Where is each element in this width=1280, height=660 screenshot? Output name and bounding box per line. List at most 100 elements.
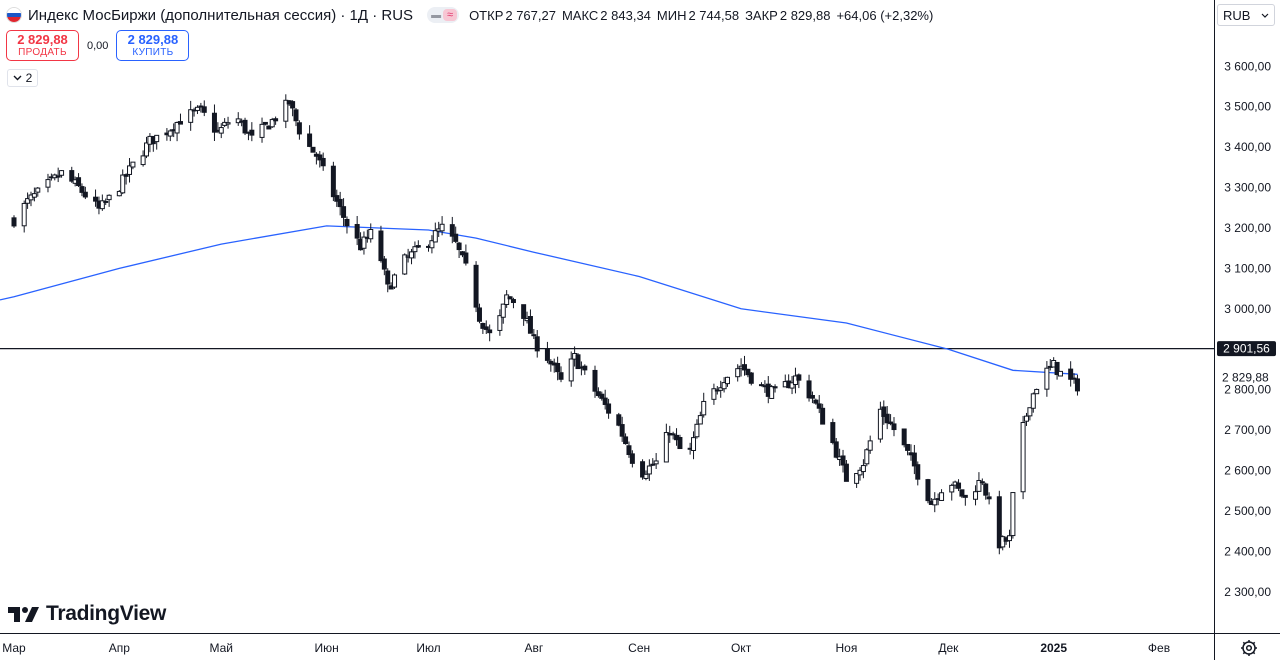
candle-body-down bbox=[595, 391, 601, 397]
candle-body-down bbox=[650, 463, 656, 466]
candle-body-down bbox=[354, 223, 360, 239]
candle-body-down bbox=[796, 374, 802, 381]
settings-gear-icon[interactable] bbox=[1239, 638, 1259, 658]
candle bbox=[476, 303, 482, 324]
candle bbox=[616, 412, 622, 427]
candle-body-down bbox=[959, 489, 965, 497]
candle bbox=[473, 261, 479, 313]
candle bbox=[877, 401, 883, 443]
candle bbox=[69, 166, 75, 183]
price-axis[interactable]: 3 600,00 3 500,00 3 400,00 3 300,00 3 200,00… bbox=[1214, 0, 1277, 660]
time-axis[interactable]: Мар Апр Май Июн Июл Авг Сен Окт Ноя Дек 2025 Фев bbox=[0, 633, 1280, 656]
candle bbox=[959, 489, 965, 499]
candle bbox=[745, 368, 751, 378]
candle-body-up bbox=[670, 433, 676, 436]
y-tick-label: 3 100,00 bbox=[1224, 261, 1271, 275]
candle-body-up bbox=[140, 155, 146, 166]
candle-body-up bbox=[218, 127, 224, 134]
candle bbox=[986, 492, 992, 505]
candle bbox=[330, 161, 336, 202]
candle-body-up bbox=[735, 368, 741, 378]
candle-body-up bbox=[979, 481, 985, 484]
candle-body-down bbox=[123, 174, 129, 177]
candle bbox=[412, 241, 418, 259]
candle-body-down bbox=[510, 299, 516, 304]
candle bbox=[225, 116, 231, 129]
candle bbox=[480, 322, 486, 334]
candle bbox=[341, 198, 347, 227]
candle bbox=[888, 414, 894, 426]
indicators-count: 2 bbox=[25, 71, 33, 85]
candle bbox=[385, 268, 391, 293]
candle bbox=[670, 431, 676, 440]
candle-body-down bbox=[956, 482, 962, 489]
indicators-toggle-button[interactable]: 2 bbox=[7, 69, 38, 87]
last-price-label: 2 829,88 bbox=[1222, 371, 1269, 385]
candle bbox=[337, 191, 343, 216]
candle bbox=[646, 459, 652, 481]
candle-body-up bbox=[973, 491, 979, 500]
candle bbox=[31, 187, 37, 202]
candle-body-down bbox=[840, 455, 846, 466]
candle bbox=[816, 395, 822, 414]
candle-body-up bbox=[497, 315, 503, 331]
candle-body-down bbox=[82, 191, 88, 198]
candle bbox=[402, 253, 408, 276]
candle-body-down bbox=[915, 464, 921, 480]
candle-body-up bbox=[694, 423, 700, 438]
candle bbox=[602, 389, 608, 410]
candle-body-up bbox=[283, 99, 289, 122]
tradingview-logo[interactable]: TradingView bbox=[8, 602, 166, 626]
candle bbox=[748, 372, 754, 386]
y-tick-label: 2 400,00 bbox=[1224, 544, 1271, 558]
candle-body-up bbox=[1034, 388, 1040, 395]
candle-body-up bbox=[725, 376, 731, 385]
buy-button[interactable]: 2 829,88 КУПИТЬ bbox=[116, 30, 190, 61]
candle bbox=[259, 117, 265, 143]
candle bbox=[830, 418, 836, 445]
x-tick-label: Май bbox=[209, 641, 233, 655]
candle-body-up bbox=[412, 246, 418, 253]
candle bbox=[643, 470, 649, 481]
candle bbox=[640, 459, 646, 480]
y-tick-label: 3 600,00 bbox=[1224, 59, 1271, 73]
x-tick-label: Окт bbox=[731, 641, 752, 655]
moving-average bbox=[0, 225, 1078, 375]
candle-body-down bbox=[93, 196, 99, 202]
candle-body-down bbox=[555, 362, 561, 373]
candle bbox=[429, 235, 435, 254]
candle-body-down bbox=[616, 414, 622, 426]
candle bbox=[456, 241, 462, 259]
candle-body-down bbox=[293, 109, 299, 122]
candle-body-down bbox=[341, 206, 347, 218]
data-mode-pill[interactable]: ▬ ≈ bbox=[427, 7, 460, 23]
symbol-title[interactable]: Индекс МосБиржи (дополнительная сессия) … bbox=[28, 6, 414, 24]
candle bbox=[1000, 535, 1006, 551]
candle bbox=[106, 194, 112, 207]
candle bbox=[127, 158, 133, 183]
x-tick-label: Мар bbox=[2, 641, 26, 655]
candle bbox=[510, 297, 516, 309]
y-tick-label: 2 700,00 bbox=[1224, 423, 1271, 437]
x-tick-label: Сен bbox=[628, 641, 650, 655]
time-axis-ticks: Мар Апр Май Июн Июл Авг Сен Окт Ноя Дек 2025 Фев bbox=[2, 641, 1170, 655]
currency-select[interactable]: RUB bbox=[1217, 4, 1275, 26]
candle bbox=[976, 472, 982, 492]
candle-body-down bbox=[806, 380, 812, 399]
candle bbox=[741, 355, 747, 376]
candle bbox=[606, 398, 612, 419]
candle bbox=[1030, 392, 1036, 413]
candle-body-up bbox=[721, 382, 727, 390]
sell-button[interactable]: 2 829,88 ПРОДАТЬ bbox=[6, 30, 79, 61]
candle bbox=[939, 489, 945, 501]
candle bbox=[629, 450, 635, 468]
candle bbox=[1023, 412, 1029, 426]
candle-body-down bbox=[381, 258, 387, 270]
candle-body-up bbox=[368, 229, 374, 240]
candle-body-up bbox=[1030, 393, 1036, 409]
candle-body-up bbox=[1007, 535, 1013, 542]
candle bbox=[249, 122, 255, 142]
candle-body-down bbox=[830, 422, 836, 444]
candle bbox=[1010, 492, 1016, 539]
